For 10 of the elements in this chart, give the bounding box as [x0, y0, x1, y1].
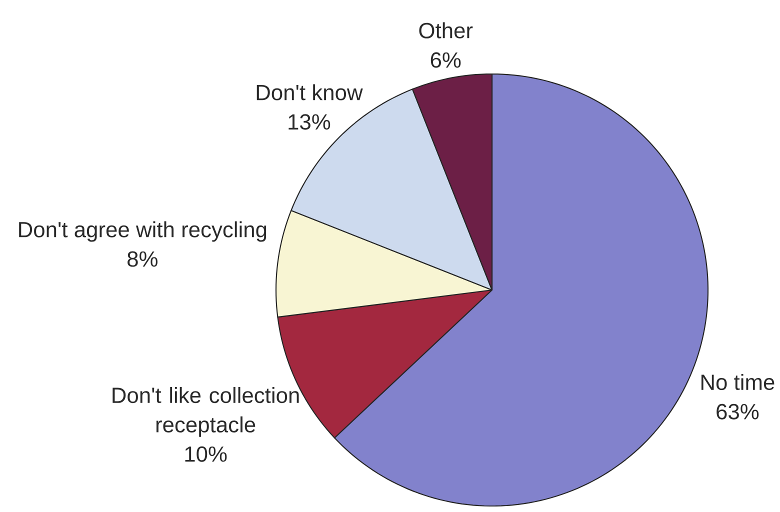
slice-label: No time — [701, 374, 774, 390]
data-label: 63% — [716, 404, 759, 420]
slice-label: Don't agree with recycling — [19, 221, 266, 242]
data-label: 13% — [288, 114, 330, 130]
slice-label: Don't know — [256, 84, 363, 100]
data-label: 8% — [128, 251, 158, 267]
slice-label: Don't like collection receptacle — [112, 386, 299, 437]
data-label: 10% — [185, 446, 227, 462]
slice-label: Other — [419, 22, 473, 38]
data-label: 6% — [430, 52, 461, 68]
